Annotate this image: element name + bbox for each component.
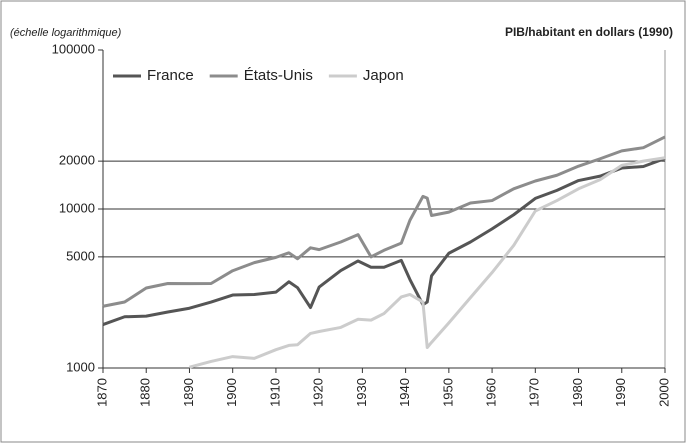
x-tick-label: 1960 xyxy=(484,378,499,407)
y-tick-label: 10000 xyxy=(59,200,95,215)
x-tick-label: 1980 xyxy=(570,378,585,407)
x-tick-label: 1940 xyxy=(397,378,412,407)
x-tick-label: 1910 xyxy=(267,378,282,407)
x-tick-label: 1950 xyxy=(440,378,455,407)
x-tick-label: 1880 xyxy=(138,378,153,407)
y-tick-label: 5000 xyxy=(66,248,95,263)
series-line xyxy=(102,157,666,326)
chart-subtitle: (échelle logarithmique) xyxy=(10,27,122,39)
legend-label: États-Unis xyxy=(244,67,313,84)
chart-title: PIB/habitant en dollars (1990) xyxy=(505,25,673,39)
x-tick-label: 1870 xyxy=(94,378,109,407)
y-tick-label: 1000 xyxy=(66,359,95,374)
x-tick-label: 1930 xyxy=(354,378,369,407)
x-tick-label: 2000 xyxy=(656,378,671,407)
x-tick-label: 1900 xyxy=(224,378,239,407)
x-tick-label: 1920 xyxy=(311,378,326,407)
series-line xyxy=(189,156,666,369)
x-tick-label: 1990 xyxy=(613,378,628,407)
legend-label: Japon xyxy=(363,67,404,84)
y-tick-label: 100000 xyxy=(52,41,95,56)
x-tick-label: 1970 xyxy=(527,378,542,407)
x-tick-label: 1890 xyxy=(181,378,196,407)
legend-label: France xyxy=(147,67,194,84)
series-line xyxy=(102,135,666,308)
y-tick-label: 20000 xyxy=(59,153,95,168)
